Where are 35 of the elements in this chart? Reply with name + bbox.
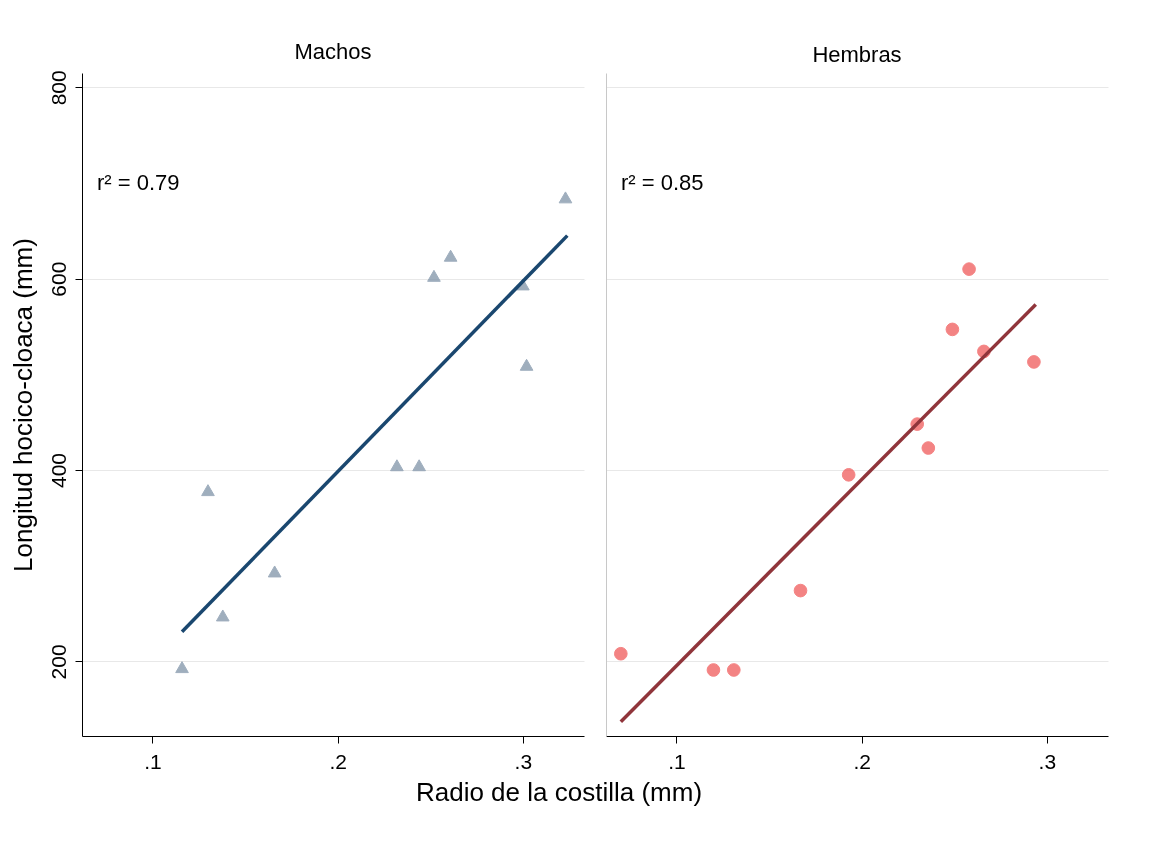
y-tick-label: 200 <box>46 644 70 680</box>
x-tick-label: .2 <box>853 749 871 773</box>
point <box>558 191 573 204</box>
annotation: r² = 0.79 <box>97 170 180 195</box>
point <box>841 468 856 482</box>
x-tick-label: .3 <box>514 749 533 773</box>
x-axis-title: Radio de la costilla (mm) <box>415 777 703 807</box>
y-tick-label: 600 <box>46 261 70 297</box>
point <box>443 249 458 262</box>
point <box>519 358 534 371</box>
point <box>215 609 230 622</box>
annotation: r² = 0.85 <box>621 170 704 195</box>
point <box>706 663 721 677</box>
point <box>267 565 282 578</box>
point <box>726 663 741 677</box>
x-tick-label: .3 <box>1038 749 1057 773</box>
point <box>1027 355 1041 369</box>
y-tick-label: 800 <box>46 70 70 106</box>
chart-title: Hembras <box>812 42 902 67</box>
x-tick-label: .1 <box>668 749 686 773</box>
point <box>945 322 960 337</box>
point <box>427 269 441 282</box>
x-tick-label: .1 <box>144 749 162 773</box>
point <box>921 441 936 455</box>
y-axis-title: Longitud hocico-cloaca (mm) <box>7 238 38 572</box>
point <box>390 459 404 472</box>
point <box>962 262 976 276</box>
point <box>793 583 808 598</box>
point <box>175 661 189 674</box>
y-tick-label: 400 <box>46 453 70 489</box>
x-tick-label: .2 <box>329 749 347 773</box>
point <box>613 646 628 661</box>
point <box>201 484 215 497</box>
chart-title: Machos <box>294 38 372 64</box>
point <box>412 459 426 472</box>
